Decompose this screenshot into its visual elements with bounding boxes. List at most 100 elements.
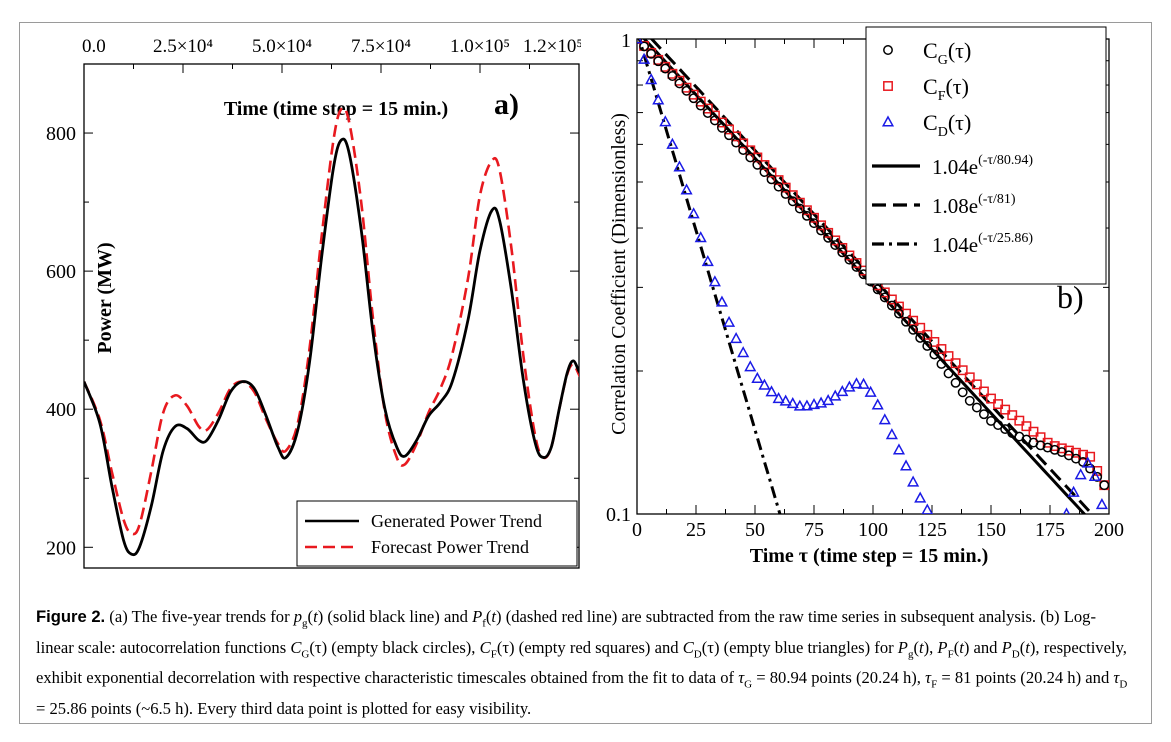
circle-marker bbox=[915, 332, 926, 343]
triangle-marker bbox=[772, 391, 785, 404]
triangle-marker bbox=[687, 207, 700, 219]
caption-text-segment: C bbox=[290, 637, 302, 657]
triangle-marker bbox=[815, 396, 828, 408]
circle-marker bbox=[1085, 463, 1096, 474]
y-axis-title-a: Power (MW) bbox=[94, 242, 116, 353]
triangle-marker bbox=[1088, 469, 1101, 481]
y-tick-label-a: 400 bbox=[46, 399, 76, 421]
power-trend-chart: 0.0 2.5×10⁴ 5.0×10⁴ 7.5×10⁴ 1.0×10⁵ 1.2×10⁵ 20… bbox=[46, 36, 583, 569]
square-marker bbox=[717, 117, 727, 128]
triangle-marker bbox=[871, 398, 884, 410]
circle-marker bbox=[667, 71, 678, 81]
square-marker bbox=[681, 82, 692, 93]
circle-marker bbox=[787, 196, 798, 207]
panel-a: 0.0 2.5×10⁴ 5.0×10⁴ 7.5×10⁴ 1.0×10⁵ 1.2×10⁵ 20… bbox=[29, 26, 583, 590]
square-marker bbox=[773, 175, 784, 186]
caption-text-segment: (τ) (empty red squares) and bbox=[496, 637, 683, 657]
square-marker bbox=[766, 167, 777, 178]
x-tick-label-b: 50 bbox=[745, 519, 765, 541]
caption-text-segment: F bbox=[947, 648, 954, 661]
caption-text-segment: D bbox=[1119, 678, 1128, 691]
circle-marker bbox=[1099, 480, 1109, 491]
panel-b: 0 25 50 75 100 125 150 175 200 0.1 1 Time τ (time s… bbox=[589, 26, 1129, 590]
square-marker bbox=[738, 138, 749, 149]
triangle-marker bbox=[1074, 468, 1087, 480]
triangle-marker bbox=[751, 371, 764, 384]
circle-marker bbox=[688, 93, 699, 104]
triangle-marker bbox=[737, 346, 750, 358]
circle-marker bbox=[1000, 424, 1011, 435]
caption-text-segment: (a) The five-year trends for bbox=[105, 607, 294, 626]
caption-text-segment: ( bbox=[953, 637, 960, 657]
panel-label-a: a) bbox=[494, 88, 519, 121]
square-marker bbox=[780, 182, 791, 193]
triangle-marker bbox=[793, 399, 806, 411]
x-tick-label-a: 0.0 bbox=[82, 36, 106, 57]
square-marker bbox=[787, 190, 798, 201]
square-marker bbox=[894, 301, 904, 312]
circle-marker bbox=[674, 78, 685, 89]
caption-text-segment: ) (solid black line) and bbox=[317, 607, 473, 626]
plot-a-series-group bbox=[84, 106, 579, 557]
circle-marker bbox=[929, 349, 940, 360]
y-axis-title-b: Correlation Coefficient (Dimensionless) bbox=[608, 113, 630, 435]
circle-marker bbox=[872, 284, 883, 295]
caption-text-segment: D bbox=[693, 648, 702, 661]
circle-marker bbox=[794, 203, 805, 214]
caption-text-segment: = 81 points (20.24 h) and bbox=[937, 668, 1114, 688]
square-marker bbox=[794, 197, 805, 208]
caption-text-segment: ), bbox=[923, 637, 938, 657]
triangle-marker bbox=[666, 137, 679, 149]
legend-b-fit-label: 1.04e(-τ/25.86) bbox=[932, 231, 1033, 257]
circle-marker bbox=[901, 316, 911, 327]
caption-text-segment: = 25.86 points (~6.5 h). Every third dat… bbox=[36, 699, 532, 719]
triangle-marker bbox=[885, 428, 898, 440]
correlation-chart: 0 25 50 75 100 125 150 175 200 0.1 1 Time τ (time s… bbox=[606, 26, 1124, 567]
circle-marker bbox=[908, 324, 919, 335]
caption-text-segment: C bbox=[682, 637, 694, 657]
figure-caption: Figure 2. (a) The five-year trends for p… bbox=[36, 605, 1131, 721]
circle-marker bbox=[851, 261, 862, 272]
triangle-marker bbox=[758, 378, 771, 390]
square-marker bbox=[801, 205, 812, 216]
circle-marker bbox=[724, 130, 734, 141]
x-tick-label-b: 125 bbox=[917, 519, 947, 541]
circle-marker bbox=[759, 167, 770, 178]
caption-text-segment: G bbox=[301, 648, 310, 661]
x-tick-label-b: 75 bbox=[804, 519, 824, 541]
x-tick-label-b: 175 bbox=[1035, 519, 1065, 541]
circle-marker bbox=[883, 45, 893, 55]
caption-text-segment: F bbox=[490, 648, 497, 661]
triangle-marker bbox=[722, 315, 736, 327]
square-marker bbox=[752, 152, 763, 163]
circle-marker bbox=[978, 409, 989, 420]
caption-text-segment: = 80.94 points (20.24 h), bbox=[752, 668, 926, 688]
x-tick-label-a: 5.0×10⁴ bbox=[252, 36, 312, 57]
circle-marker bbox=[745, 152, 756, 163]
circle-marker bbox=[780, 189, 791, 199]
square-marker bbox=[936, 344, 947, 354]
legend-a-box bbox=[296, 500, 578, 567]
caption-text-segment: ), respectively, exhibit exponential dec… bbox=[36, 637, 1127, 688]
triangle-marker bbox=[850, 377, 863, 389]
circle-marker bbox=[986, 415, 996, 426]
caption-text-segment: t bbox=[918, 637, 924, 657]
square-marker bbox=[809, 212, 819, 223]
triangle-marker bbox=[907, 475, 920, 487]
caption-text-segment: D bbox=[1011, 648, 1020, 661]
square-marker bbox=[971, 379, 982, 390]
circle-marker bbox=[752, 159, 763, 170]
circle-marker bbox=[823, 232, 834, 243]
triangle-marker bbox=[1067, 485, 1080, 497]
circle-marker bbox=[844, 254, 855, 265]
fit-line-fit_D bbox=[637, 39, 782, 514]
caption-text-segment: G bbox=[744, 678, 753, 691]
circle-marker bbox=[738, 145, 749, 155]
legend-b-fit-label: 1.08e(-τ/81) bbox=[932, 192, 1016, 218]
y-tick-label-a: 200 bbox=[46, 537, 76, 559]
square-marker bbox=[1063, 445, 1074, 456]
caption-text-segment: ) and bbox=[963, 637, 1002, 657]
triangle-marker bbox=[1081, 456, 1094, 468]
triangle-marker bbox=[694, 231, 707, 243]
square-marker bbox=[731, 131, 742, 142]
